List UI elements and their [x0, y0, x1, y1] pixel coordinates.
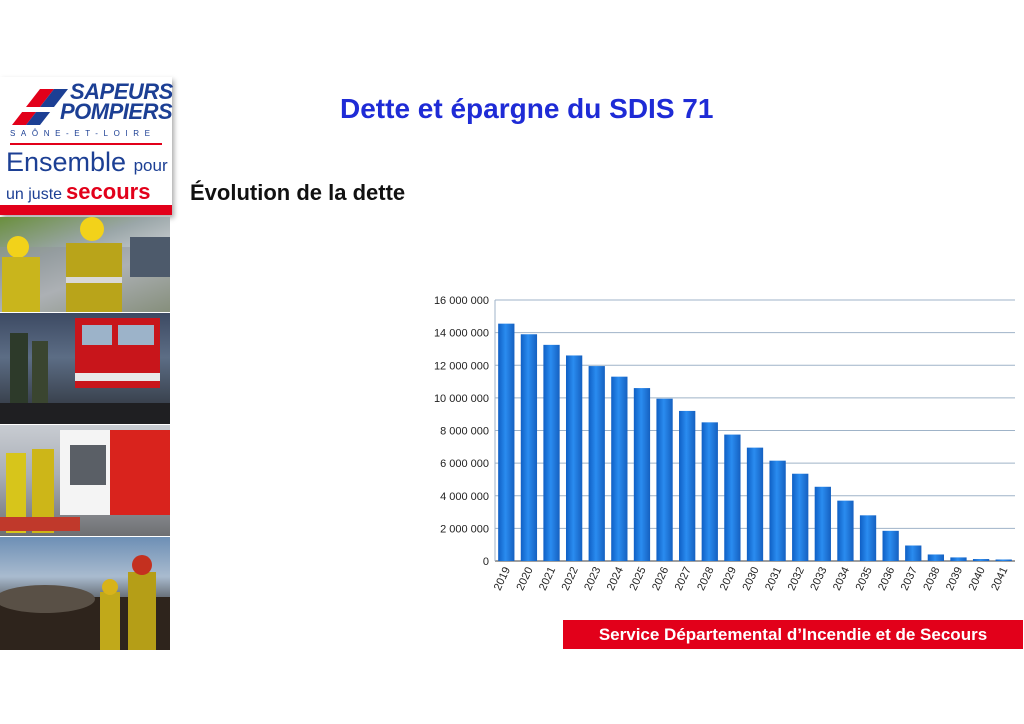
- bar-2023: [588, 366, 605, 561]
- x-tick-label: 2029: [718, 565, 739, 592]
- bar-2020: [520, 334, 538, 561]
- y-tick-label: 6 000 000: [440, 458, 489, 470]
- y-tick-label: 2 000 000: [440, 523, 489, 535]
- x-tick-label: 2036: [876, 565, 897, 592]
- x-tick-label: 2035: [854, 565, 875, 592]
- logo-text-pompiers: POMPIERS: [60, 99, 173, 124]
- bar-2034: [837, 500, 854, 561]
- slogan-pour: pour: [133, 156, 168, 175]
- x-tick-label: 2028: [695, 565, 716, 592]
- debt-bar-chart: 0 2 000 000 4 000 000 6 000 000 8 000 000 10 …: [434, 295, 1015, 592]
- bar-2030: [746, 447, 764, 561]
- x-tick-label: 2025: [627, 565, 648, 592]
- y-tick-label: 0: [483, 556, 489, 568]
- chart-y-ticks: 0 2 000 000 4 000 000 6 000 000 8 000 000 10 …: [434, 295, 489, 568]
- slogan-un-juste: un juste: [6, 186, 63, 203]
- bar-2033: [814, 486, 831, 561]
- slogan-line-1: Ensemble pour: [6, 147, 168, 178]
- logo-red-bar: [0, 205, 172, 215]
- bar-2031: [769, 460, 786, 561]
- x-tick-label: 2023: [582, 565, 603, 592]
- bar-2029: [724, 434, 741, 561]
- x-tick-label: 2021: [537, 565, 558, 592]
- x-tick-label: 2024: [605, 565, 626, 592]
- footer-banner: Service Départemental d’Incendie et de S…: [563, 620, 1023, 649]
- photo-firefighters-rescue: [0, 217, 170, 312]
- x-tick-label: 2038: [921, 565, 942, 592]
- x-tick-label: 2040: [967, 565, 988, 592]
- bar-2039: [950, 557, 967, 561]
- logo-divider: [10, 143, 162, 145]
- photo-ambulance: [0, 425, 170, 536]
- x-tick-label: 2039: [944, 565, 965, 592]
- y-tick-label: 4 000 000: [440, 491, 489, 503]
- y-tick-label: 16 000 000: [434, 295, 489, 307]
- x-tick-label: 2032: [786, 565, 807, 592]
- y-tick-label: 8 000 000: [440, 426, 489, 438]
- bar-2035: [859, 515, 877, 561]
- bar-2027: [679, 410, 696, 561]
- bar-2019: [498, 323, 515, 561]
- bar-2024: [611, 376, 628, 561]
- x-tick-label: 2019: [492, 565, 513, 592]
- x-tick-label: 2020: [514, 565, 535, 592]
- y-tick-label: 10 000 000: [434, 393, 489, 405]
- bar-2022: [565, 355, 583, 561]
- photo-forest-fire: [0, 537, 170, 650]
- logo-text-department: SAÔNE-ET-LOIRE: [10, 129, 156, 138]
- bar-2037: [905, 545, 922, 561]
- x-tick-label: 2041: [989, 565, 1010, 592]
- bar-2040: [972, 559, 990, 561]
- bar-2036: [882, 530, 899, 561]
- x-tick-label: 2037: [899, 565, 920, 592]
- slogan-secours: secours: [66, 179, 151, 204]
- bar-2021: [543, 344, 560, 561]
- bar-2026: [656, 398, 673, 561]
- x-tick-label: 2034: [831, 565, 852, 592]
- chart-x-ticks: 2019 2020 2021 2022 2023 2024 2025 2026 2027 2028…: [492, 565, 1011, 592]
- x-tick-label: 2030: [740, 565, 761, 592]
- sdis-logo: SAPEURS POMPIERS SAÔNE-ET-LOIRE Ensemble…: [0, 77, 173, 215]
- bar-2025: [633, 388, 651, 561]
- y-tick-label: 14 000 000: [434, 328, 489, 340]
- x-tick-label: 2027: [673, 565, 694, 592]
- bar-2041: [995, 559, 1012, 561]
- x-tick-label: 2026: [650, 565, 671, 592]
- section-title: Évolution de la dette: [190, 180, 406, 205]
- slogan-ensemble: Ensemble: [6, 147, 127, 177]
- chart-bars: [498, 323, 1012, 561]
- y-tick-label: 12 000 000: [434, 360, 489, 372]
- x-tick-label: 2022: [560, 565, 581, 592]
- bar-2038: [927, 554, 945, 561]
- page-title: Dette et épargne du SDIS 71: [340, 93, 714, 124]
- slogan-line-2: un juste secours: [6, 179, 150, 205]
- bar-2028: [701, 422, 718, 561]
- logo-text-sapeurs: SAPEURS: [70, 79, 173, 104]
- photo-fire-truck: [0, 313, 170, 424]
- bar-2032: [792, 473, 809, 561]
- flame-stripes-icon: [12, 89, 68, 125]
- x-tick-label: 2033: [808, 565, 829, 592]
- x-tick-label: 2031: [763, 565, 784, 592]
